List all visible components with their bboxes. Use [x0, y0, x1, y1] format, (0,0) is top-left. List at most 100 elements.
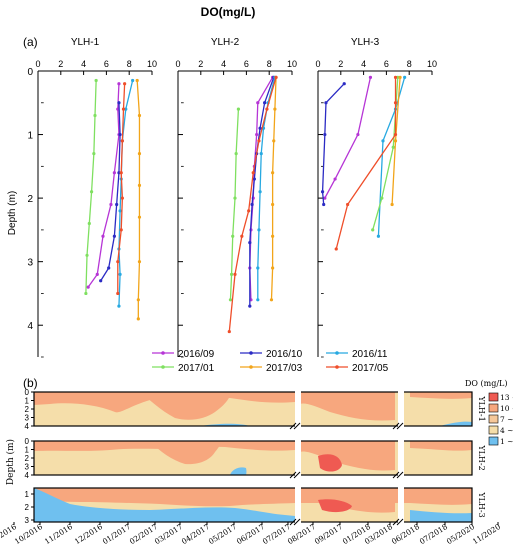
- data-point: [93, 113, 97, 118]
- legend-item-2016-11: 2016/11: [326, 349, 388, 360]
- colorbar-item: 13 ~ 15: [488, 392, 513, 402]
- data-point: [231, 234, 235, 238]
- data-point: [116, 291, 120, 296]
- legend-marker: [335, 365, 339, 369]
- data-point: [85, 253, 89, 257]
- x-tick-label: 0: [315, 59, 320, 69]
- data-point: [236, 107, 241, 111]
- data-point: [393, 139, 398, 143]
- data-point: [403, 75, 407, 79]
- heatmap-y-tick-label: 1: [25, 397, 30, 406]
- series-line-2017-05: [335, 77, 397, 250]
- subplot-title: YLH-2: [211, 37, 240, 48]
- data-point: [124, 107, 128, 111]
- data-point: [120, 139, 124, 143]
- x-tick-label: 8: [267, 59, 272, 69]
- heatmap-x-tick-label: 03/2017: [153, 522, 184, 546]
- data-point: [346, 202, 350, 207]
- data-point: [376, 234, 381, 238]
- data-point: [258, 126, 262, 130]
- data-point: [333, 177, 337, 181]
- y-tick-label: 1: [27, 131, 33, 142]
- heatmap-site-label: YLH-2: [477, 444, 486, 470]
- panel-a-label: (a): [23, 35, 38, 49]
- data-point: [136, 298, 140, 302]
- legend-marker: [161, 365, 165, 369]
- heatmap-x-tick-label: 11/2016: [43, 522, 74, 546]
- legend-marker: [249, 365, 253, 369]
- data-point: [272, 139, 276, 143]
- x-tick-label: 10: [427, 59, 437, 69]
- data-point: [136, 317, 140, 321]
- data-point: [135, 78, 139, 83]
- data-point: [227, 329, 231, 334]
- x-tick-label: 2: [338, 59, 343, 69]
- data-point: [117, 171, 121, 175]
- data-point: [115, 202, 119, 207]
- heatmap-y-tick-label: 3: [25, 516, 30, 525]
- data-point: [117, 304, 121, 308]
- data-point: [269, 298, 274, 302]
- subplot-title: YLH-1: [71, 37, 100, 48]
- data-point: [123, 82, 127, 86]
- series-line-2016-11: [118, 80, 134, 307]
- heatmap-site-label: YLH-1: [477, 395, 486, 421]
- heatmap-frame-ylh-3: [33, 487, 473, 523]
- data-point: [92, 152, 96, 156]
- legend-item-2017-03: 2017/03: [240, 363, 303, 374]
- legend-marker: [335, 351, 339, 355]
- colorbar-legend: DO (mg/L) 13 ~ 15 10 ~ 13 7 ~ 10 4 ~ 7 1 ~ 4: [465, 379, 513, 446]
- subplot-ylh-1: YLH-1 0 2 4 6 8 10 0 1 2 3 4: [27, 37, 157, 358]
- y-tick-label: 2: [27, 194, 33, 205]
- data-point: [393, 101, 398, 105]
- heatmap-y-tick-label: 0: [25, 388, 30, 397]
- data-point: [320, 190, 325, 194]
- series-line-2016-09: [324, 77, 372, 199]
- colorbar-swatch: [488, 425, 499, 435]
- data-point: [112, 171, 116, 175]
- series-line-2016-10: [249, 77, 275, 307]
- data-point: [118, 132, 122, 137]
- data-point: [396, 75, 400, 79]
- x-tick-label: 6: [104, 59, 109, 69]
- x-tick-label: 10: [287, 59, 297, 69]
- data-point: [94, 78, 98, 83]
- data-point: [393, 75, 398, 79]
- data-point: [240, 234, 244, 238]
- data-point: [117, 82, 121, 86]
- heatmap-y-tick-label: 3: [25, 463, 30, 472]
- legend-item-2016-10: 2016/10: [240, 349, 303, 360]
- data-point: [255, 132, 259, 137]
- data-point: [121, 107, 126, 111]
- heatmap-y-tick-label: 4: [25, 471, 30, 480]
- series-line-2017-01: [372, 77, 399, 231]
- subplot-ylh-2: YLH-2 0 2 4 6 8 10: [175, 37, 297, 358]
- data-point: [391, 145, 395, 149]
- y-tick-label: 0: [27, 67, 33, 78]
- heatmap-y-tick-label: 2: [25, 454, 30, 463]
- data-point: [271, 234, 275, 238]
- data-point: [250, 202, 254, 207]
- heatmap-x-tick-label: 09/2017: [313, 522, 344, 546]
- heatmap-x-tick-label: 12/2016: [73, 522, 104, 546]
- heatmap-x-tick-label: 06/2017: [235, 522, 266, 546]
- series-line-2017-01: [229, 109, 240, 300]
- series-line-2017-03: [270, 77, 277, 300]
- legend-label: 2016/09: [178, 349, 215, 360]
- heatmap-x-tick-label: 04/2017: [180, 522, 211, 546]
- data-point: [393, 132, 398, 137]
- data-point: [234, 152, 238, 156]
- legend-label: 2016/11: [352, 349, 388, 360]
- x-tick-label: 2: [58, 59, 63, 69]
- heatmap-y-tick-label: 2: [25, 405, 30, 414]
- data-point: [137, 260, 142, 264]
- colorbar-item: 10 ~ 13: [488, 403, 513, 413]
- data-point: [228, 298, 233, 302]
- colorbar-item: 7 ~ 10: [488, 414, 513, 424]
- x-tick-label: 0: [35, 59, 40, 69]
- x-tick-label: 4: [221, 59, 226, 69]
- data-point: [368, 75, 373, 79]
- heatmap-x-tick-label: 11/2020: [471, 522, 502, 546]
- data-point: [131, 78, 135, 83]
- legend-label: 2016/10: [266, 349, 303, 360]
